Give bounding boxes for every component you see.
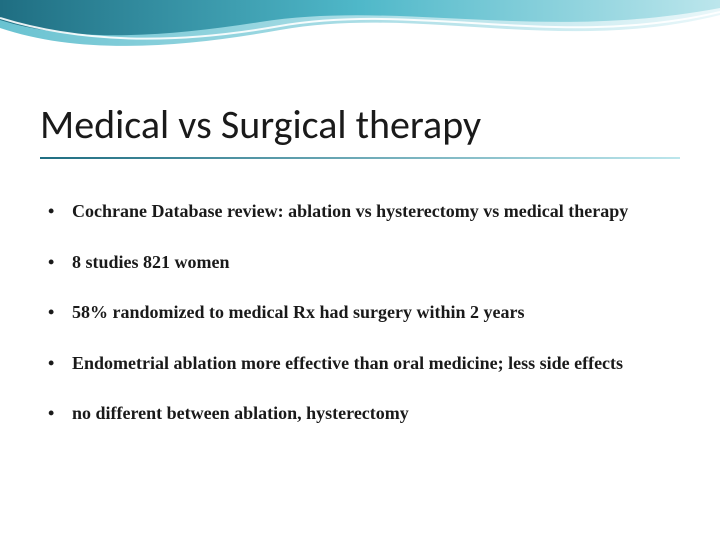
bullet-list: Cochrane Database review: ablation vs hy… <box>40 200 680 425</box>
bullet-item: 58% randomized to medical Rx had surgery… <box>48 301 680 324</box>
bullet-item: Cochrane Database review: ablation vs hy… <box>48 200 680 223</box>
bullet-item: 8 studies 821 women <box>48 251 680 274</box>
title-underline <box>40 157 680 159</box>
bullet-item: Endometrial ablation more effective than… <box>48 352 680 375</box>
slide-content: Medical vs Surgical therapy Cochrane Dat… <box>0 0 720 425</box>
slide-title: Medical vs Surgical therapy <box>40 100 680 149</box>
bullet-item: no different between ablation, hysterect… <box>48 402 680 425</box>
